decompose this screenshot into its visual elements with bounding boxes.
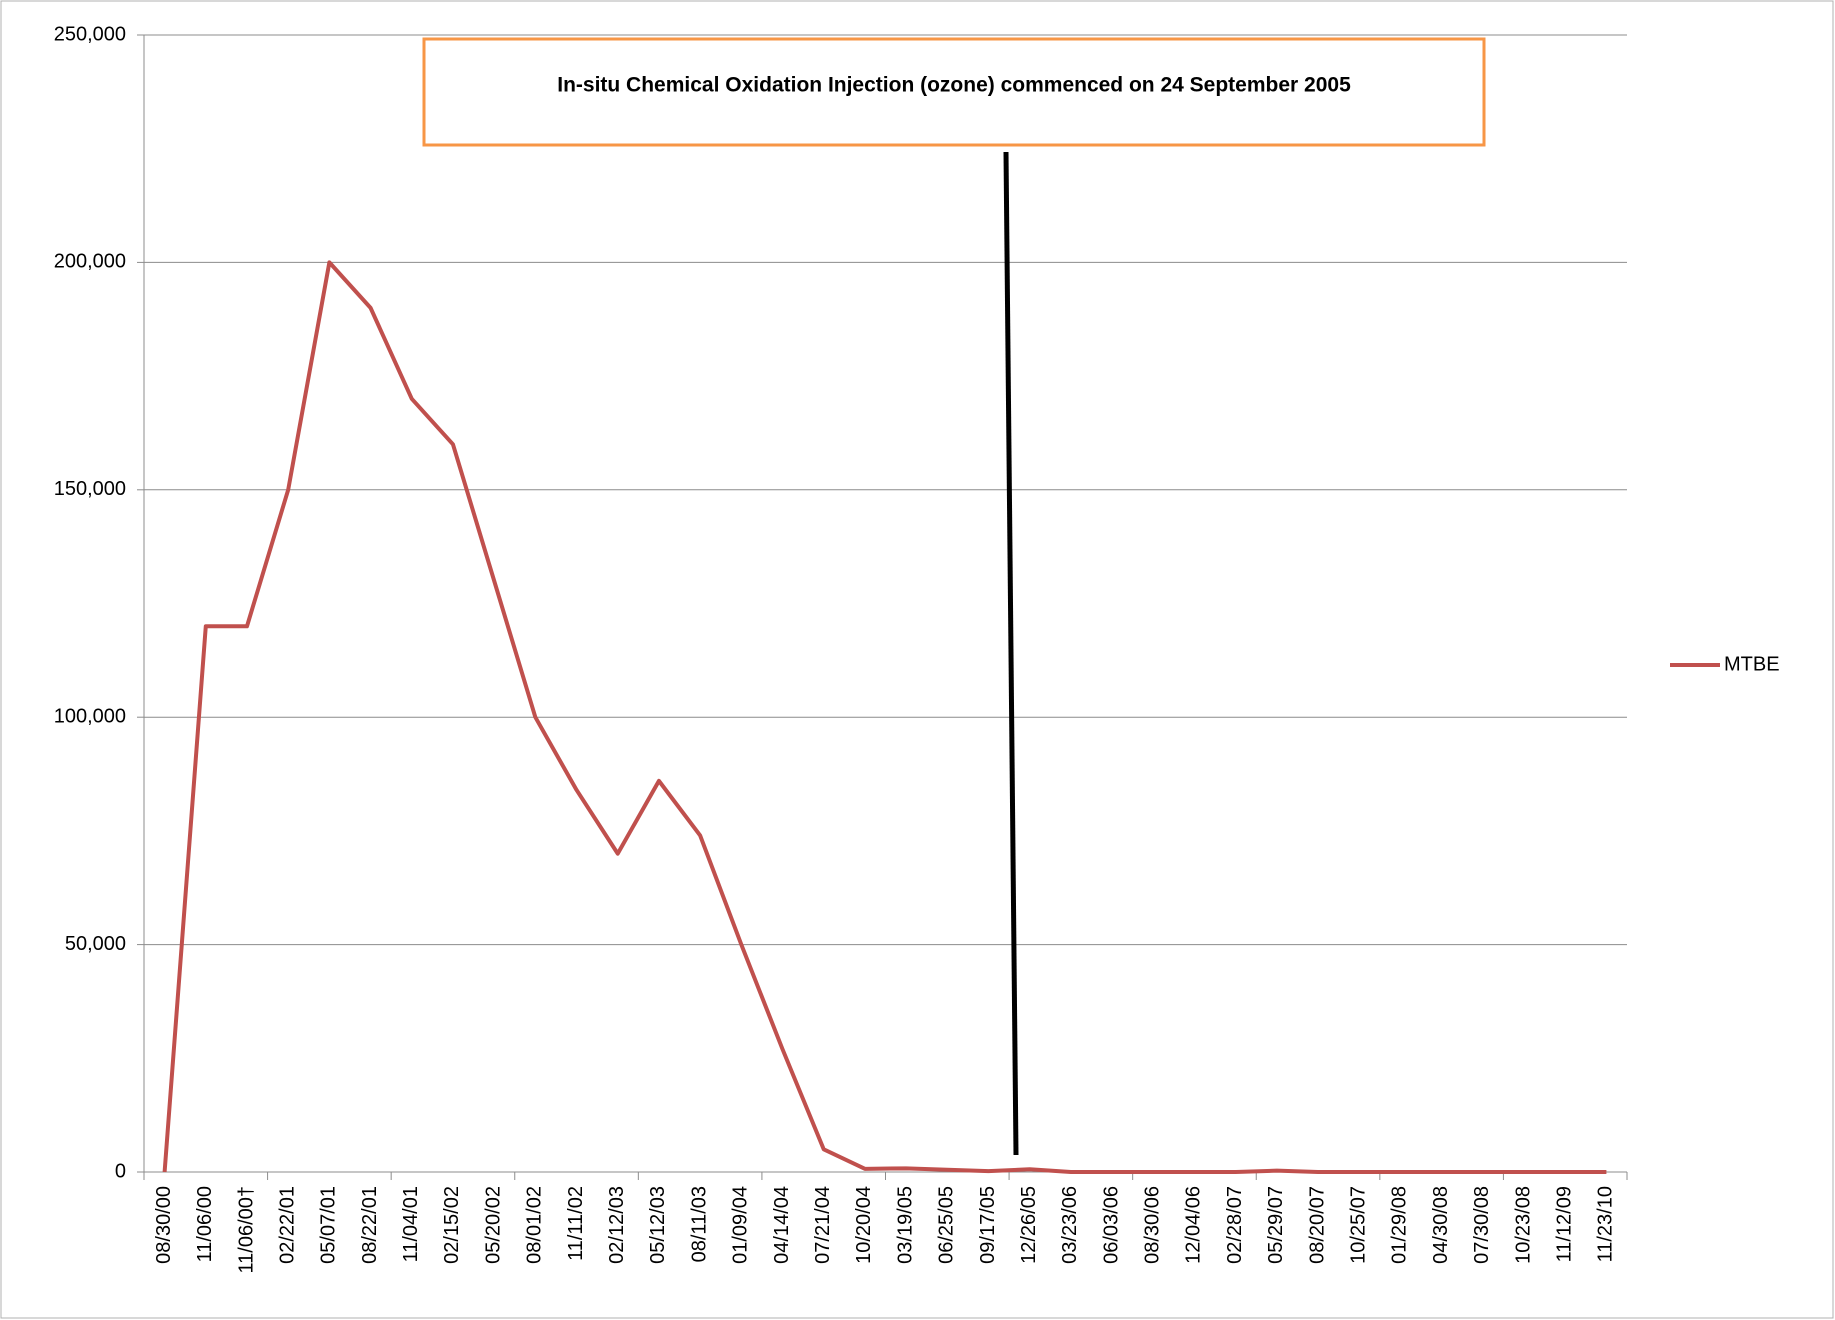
x-tick-label: 08/30/06: [1142, 1186, 1164, 1264]
x-tick-label: 05/12/03: [647, 1186, 669, 1264]
x-tick-label: 02/15/02: [441, 1186, 463, 1264]
x-tick-label: 05/07/01: [318, 1186, 340, 1264]
x-tick-label: 05/20/02: [482, 1186, 504, 1264]
x-tick-label: 07/30/08: [1471, 1186, 1493, 1264]
x-tick-label: 02/12/03: [606, 1186, 628, 1264]
x-tick-label: 11/06/00: [194, 1186, 216, 1262]
x-tick-label: 10/20/04: [853, 1186, 875, 1264]
x-tick-label: 03/23/06: [1059, 1186, 1081, 1264]
x-tick-label: 01/29/08: [1389, 1186, 1411, 1264]
x-tick-label: 04/14/04: [771, 1186, 793, 1264]
x-tick-label: 06/25/05: [936, 1186, 958, 1264]
x-tick-label: 09/17/05: [977, 1186, 999, 1264]
annotation: In-situ Chemical Oxidation Injection (oz…: [557, 74, 1351, 97]
legend-label: MTBE: [1724, 653, 1780, 675]
x-tick-label: 08/01/02: [524, 1186, 546, 1264]
x-tick-label: 08/20/07: [1306, 1186, 1328, 1264]
x-tick-label: 07/21/04: [812, 1186, 834, 1264]
y-tick-label: 200,000: [54, 251, 126, 273]
annotation-box: [422, 37, 1486, 147]
annotation-line: [1003, 151, 1019, 1156]
x-tick-label: 12/26/05: [1018, 1186, 1040, 1264]
x-tick-label: 12/04/06: [1183, 1186, 1205, 1264]
y-tick-label: 50,000: [65, 933, 126, 955]
y-tick-label: 0: [115, 1160, 126, 1182]
x-tick-label: 11/04/01: [400, 1186, 422, 1262]
x-tick-label: 11/12/09: [1553, 1186, 1575, 1262]
x-tick-label: 04/30/08: [1430, 1186, 1452, 1264]
x-tick-label: 05/29/07: [1265, 1186, 1287, 1264]
x-tick-label: 01/09/04: [730, 1186, 752, 1264]
x-tick-label: 10/25/07: [1348, 1186, 1370, 1264]
x-tick-label: 11/11/02: [565, 1186, 587, 1261]
x-tick-label: 08/30/00: [153, 1186, 175, 1264]
x-tick-label: 11/23/10: [1595, 1186, 1617, 1262]
x-tick-label: 11/06/00†: [235, 1186, 257, 1274]
x-tick-label: 08/22/01: [359, 1186, 381, 1264]
data-line: [162, 260, 1607, 1174]
y-tick-label: 250,000: [54, 23, 126, 45]
x-tick-label: 02/28/07: [1224, 1186, 1246, 1264]
y-tick-label: 150,000: [54, 478, 126, 500]
y-tick-label: 100,000: [54, 705, 126, 727]
x-tick-label: 03/19/05: [894, 1186, 916, 1264]
x-tick-label: 06/03/06: [1100, 1186, 1122, 1264]
x-tick-label: 02/22/01: [276, 1186, 298, 1264]
x-tick-label: 08/11/03: [688, 1186, 710, 1262]
x-tick-label: 10/23/08: [1512, 1186, 1534, 1264]
